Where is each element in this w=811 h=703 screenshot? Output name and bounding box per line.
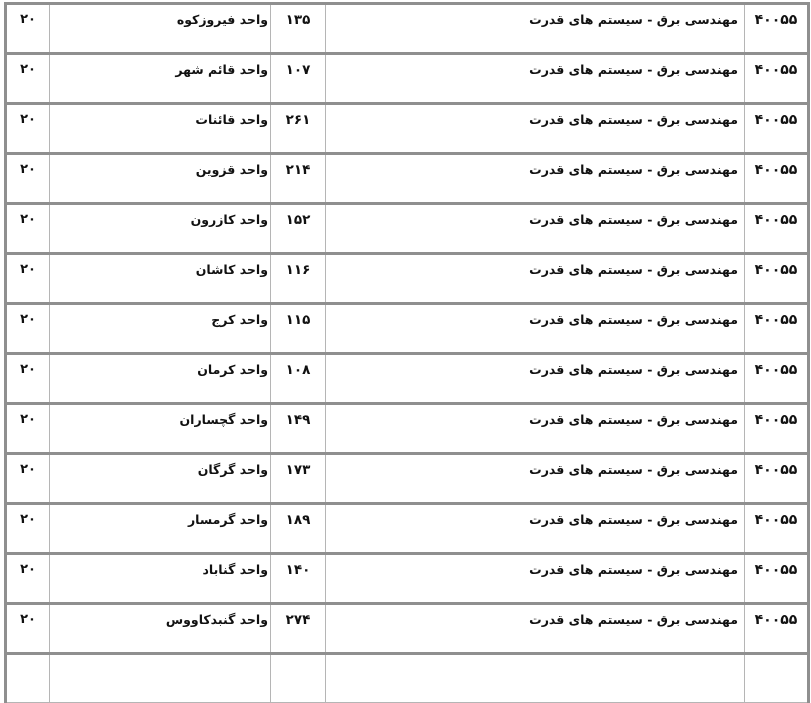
capacity-cell: ۲۰ xyxy=(5,553,50,604)
field-code-cell: ۴۰۰۵۵ xyxy=(744,53,809,104)
unit-name-cell: واحد گناباد xyxy=(49,553,271,604)
unit-name-cell: واحد کازرون xyxy=(49,203,271,254)
unit-name-cell: واحد فیروزکوه xyxy=(49,3,271,54)
unit-code-cell: ۱۱۶ xyxy=(270,253,326,304)
unit-name-cell: واحد کاشان xyxy=(49,253,271,304)
empty-cell xyxy=(744,653,809,703)
unit-code-cell: ۱۱۵ xyxy=(270,303,326,354)
capacity-cell: ۲۰ xyxy=(5,503,50,554)
field-code-cell: ۴۰۰۵۵ xyxy=(744,553,809,604)
unit-name-cell: واحد کرمان xyxy=(49,353,271,404)
table-row: ۴۰۰۵۵ مهندسی برق - سیستم های قدرت ۱۴۹ واحد … xyxy=(5,403,809,454)
table-row-partial xyxy=(5,653,809,703)
field-code-cell: ۴۰۰۵۵ xyxy=(744,203,809,254)
table-row: ۴۰۰۵۵ مهندسی برق - سیستم های قدرت ۲۱۴ واحد … xyxy=(5,153,809,204)
unit-name-cell: واحد قائنات xyxy=(49,103,271,154)
unit-name-cell: واحد قائم شهر xyxy=(49,53,271,104)
field-name-cell: مهندسی برق - سیستم های قدرت xyxy=(325,153,745,204)
table-row: ۴۰۰۵۵ مهندسی برق - سیستم های قدرت ۱۱۶ واحد … xyxy=(5,253,809,304)
table-row: ۴۰۰۵۵ مهندسی برق - سیستم های قدرت ۱۴۰ واحد … xyxy=(5,553,809,604)
field-name-cell: مهندسی برق - سیستم های قدرت xyxy=(325,553,745,604)
admissions-table: ۴۰۰۵۵ مهندسی برق - سیستم های قدرت ۱۳۵ واحد … xyxy=(4,2,810,703)
unit-name-cell: واحد گچساران xyxy=(49,403,271,454)
unit-code-cell: ۱۳۵ xyxy=(270,3,326,54)
capacity-cell: ۲۰ xyxy=(5,353,50,404)
field-name-cell: مهندسی برق - سیستم های قدرت xyxy=(325,453,745,504)
table-row: ۴۰۰۵۵ مهندسی برق - سیستم های قدرت ۱۵۲ واحد … xyxy=(5,203,809,254)
capacity-cell: ۲۰ xyxy=(5,3,50,54)
field-code-cell: ۴۰۰۵۵ xyxy=(744,303,809,354)
field-name-cell: مهندسی برق - سیستم های قدرت xyxy=(325,53,745,104)
unit-code-cell: ۱۸۹ xyxy=(270,503,326,554)
field-code-cell: ۴۰۰۵۵ xyxy=(744,153,809,204)
field-code-cell: ۴۰۰۵۵ xyxy=(744,253,809,304)
unit-name-cell: واحد کرج xyxy=(49,303,271,354)
unit-name-cell: واحد گنبدکاووس xyxy=(49,603,271,654)
capacity-cell: ۲۰ xyxy=(5,603,50,654)
table-row: ۴۰۰۵۵ مهندسی برق - سیستم های قدرت ۱۳۵ واحد … xyxy=(5,3,809,54)
unit-name-cell: واحد گرمسار xyxy=(49,503,271,554)
unit-code-cell: ۱۴۰ xyxy=(270,553,326,604)
unit-code-cell: ۲۶۱ xyxy=(270,103,326,154)
field-code-cell: ۴۰۰۵۵ xyxy=(744,403,809,454)
table-row: ۴۰۰۵۵ مهندسی برق - سیستم های قدرت ۱۷۳ واحد … xyxy=(5,453,809,504)
field-code-cell: ۴۰۰۵۵ xyxy=(744,453,809,504)
field-name-cell: مهندسی برق - سیستم های قدرت xyxy=(325,303,745,354)
unit-code-cell: ۲۷۴ xyxy=(270,603,326,654)
table-row: ۴۰۰۵۵ مهندسی برق - سیستم های قدرت ۲۷۴ واحد … xyxy=(5,603,809,654)
capacity-cell: ۲۰ xyxy=(5,103,50,154)
empty-cell xyxy=(49,653,271,703)
capacity-cell: ۲۰ xyxy=(5,403,50,454)
unit-code-cell: ۱۷۳ xyxy=(270,453,326,504)
field-code-cell: ۴۰۰۵۵ xyxy=(744,503,809,554)
unit-code-cell: ۲۱۴ xyxy=(270,153,326,204)
table-row: ۴۰۰۵۵ مهندسی برق - سیستم های قدرت ۱۰۸ واحد … xyxy=(5,353,809,404)
field-name-cell: مهندسی برق - سیستم های قدرت xyxy=(325,253,745,304)
unit-name-cell: واحد قزوین xyxy=(49,153,271,204)
field-name-cell: مهندسی برق - سیستم های قدرت xyxy=(325,203,745,254)
table-row: ۴۰۰۵۵ مهندسی برق - سیستم های قدرت ۱۸۹ واحد … xyxy=(5,503,809,554)
unit-code-cell: ۱۴۹ xyxy=(270,403,326,454)
unit-code-cell: ۱۵۲ xyxy=(270,203,326,254)
field-name-cell: مهندسی برق - سیستم های قدرت xyxy=(325,603,745,654)
table-row: ۴۰۰۵۵ مهندسی برق - سیستم های قدرت ۱۱۵ واحد … xyxy=(5,303,809,354)
field-code-cell: ۴۰۰۵۵ xyxy=(744,103,809,154)
field-name-cell: مهندسی برق - سیستم های قدرت xyxy=(325,103,745,154)
capacity-cell: ۲۰ xyxy=(5,53,50,104)
table-body: ۴۰۰۵۵ مهندسی برق - سیستم های قدرت ۱۳۵ واحد … xyxy=(5,3,809,703)
empty-cell xyxy=(5,653,50,703)
field-code-cell: ۴۰۰۵۵ xyxy=(744,353,809,404)
field-name-cell: مهندسی برق - سیستم های قدرت xyxy=(325,503,745,554)
capacity-cell: ۲۰ xyxy=(5,253,50,304)
unit-code-cell: ۱۰۷ xyxy=(270,53,326,104)
field-name-cell: مهندسی برق - سیستم های قدرت xyxy=(325,353,745,404)
empty-cell xyxy=(325,653,745,703)
capacity-cell: ۲۰ xyxy=(5,153,50,204)
field-code-cell: ۴۰۰۵۵ xyxy=(744,3,809,54)
field-name-cell: مهندسی برق - سیستم های قدرت xyxy=(325,3,745,54)
capacity-cell: ۲۰ xyxy=(5,203,50,254)
unit-name-cell: واحد گرگان xyxy=(49,453,271,504)
table-row: ۴۰۰۵۵ مهندسی برق - سیستم های قدرت ۲۶۱ واحد … xyxy=(5,103,809,154)
unit-code-cell: ۱۰۸ xyxy=(270,353,326,404)
empty-cell xyxy=(270,653,326,703)
field-code-cell: ۴۰۰۵۵ xyxy=(744,603,809,654)
field-name-cell: مهندسی برق - سیستم های قدرت xyxy=(325,403,745,454)
table-row: ۴۰۰۵۵ مهندسی برق - سیستم های قدرت ۱۰۷ واحد … xyxy=(5,53,809,104)
capacity-cell: ۲۰ xyxy=(5,303,50,354)
capacity-cell: ۲۰ xyxy=(5,453,50,504)
